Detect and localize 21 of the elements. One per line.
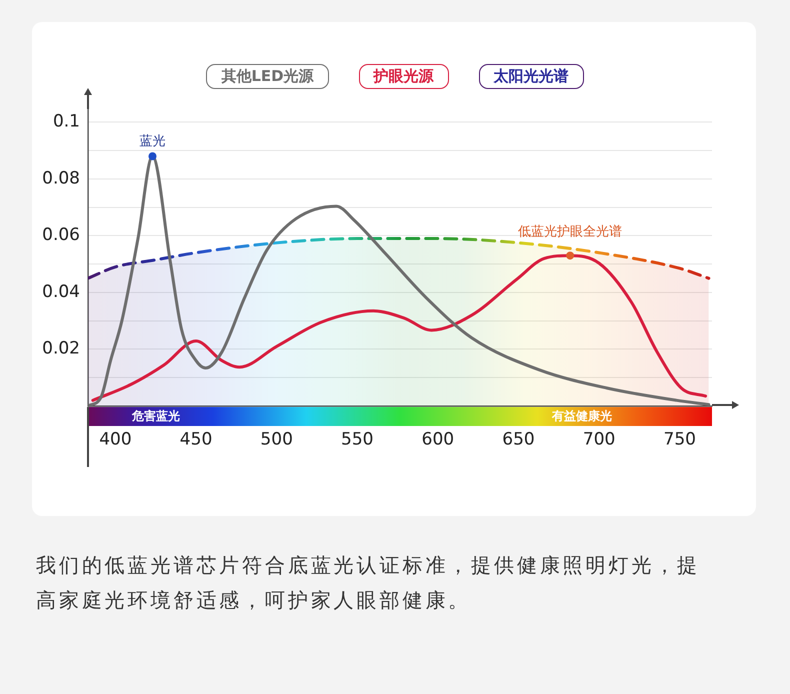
text: 太阳光光谱	[478, 64, 584, 89]
y-tick-label: 0.1	[52, 112, 80, 132]
y-tick-label: 0.02	[42, 338, 80, 359]
text: 其他LED光源	[206, 64, 329, 89]
y-tick-label: 0.08	[42, 168, 80, 188]
annotation: 低蓝光护眼全光谱	[518, 224, 622, 240]
text: 我们的低蓝光谱芯片符合底蓝光认证标准，提供健康照明灯光，提高家庭光环境舒适感，呵护家人眼部健康。	[36, 552, 702, 614]
annotation: 蓝光	[139, 134, 166, 150]
text: 有益健康光	[552, 408, 612, 425]
text: 护眼光源	[358, 64, 449, 89]
x-tick-label: 400	[99, 430, 132, 450]
x-tick-label: 650	[502, 430, 535, 450]
x-tick-label: 600	[422, 430, 454, 450]
x-tick-label: 500	[260, 430, 293, 450]
y-tick-label: 0.06	[42, 225, 80, 246]
x-tick-label: 550	[341, 430, 374, 450]
x-tick-label: 450	[180, 430, 212, 450]
x-tick-label: 750	[664, 430, 696, 450]
x-tick-label: 700	[582, 430, 616, 450]
y-tick-label: 0.04	[42, 282, 80, 302]
text: 危害蓝光	[132, 408, 180, 425]
